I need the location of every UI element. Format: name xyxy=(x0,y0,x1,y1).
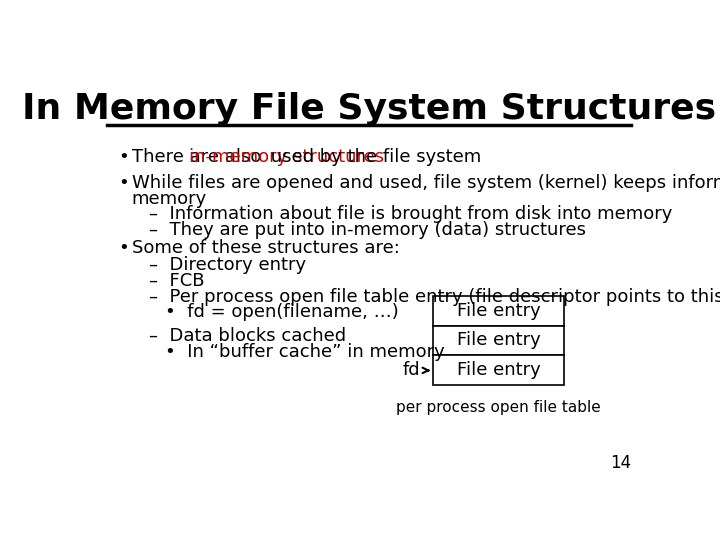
Text: –  Per process open file table entry (file descriptor points to this): – Per process open file table entry (fil… xyxy=(148,288,720,306)
Text: •  In “buffer cache” in memory: • In “buffer cache” in memory xyxy=(166,342,445,361)
Text: •: • xyxy=(118,174,129,192)
Text: •  fd = open(filename, …): • fd = open(filename, …) xyxy=(166,303,399,321)
Text: In Memory File System Structures: In Memory File System Structures xyxy=(22,92,716,126)
Text: used by the file system: used by the file system xyxy=(265,148,481,166)
Text: –  They are put into in-memory (data) structures: – They are put into in-memory (data) str… xyxy=(148,221,585,239)
Text: File entry: File entry xyxy=(457,361,541,380)
Text: •: • xyxy=(118,148,129,166)
Bar xyxy=(433,355,564,386)
Text: –  Information about file is brought from disk into memory: – Information about file is brought from… xyxy=(148,205,672,224)
Bar xyxy=(433,326,564,355)
Bar xyxy=(433,295,564,326)
Text: File entry: File entry xyxy=(457,332,541,349)
Text: File entry: File entry xyxy=(457,301,541,320)
Text: fd: fd xyxy=(402,361,420,380)
Text: 14: 14 xyxy=(610,454,631,472)
Text: While files are opened and used, file system (kernel) keeps information in: While files are opened and used, file sy… xyxy=(132,174,720,192)
Text: –  Data blocks cached: – Data blocks cached xyxy=(148,327,346,345)
Text: –  Directory entry: – Directory entry xyxy=(148,256,306,274)
Text: There are also: There are also xyxy=(132,148,267,166)
Text: memory: memory xyxy=(132,190,207,207)
Text: in-memory structures: in-memory structures xyxy=(189,148,384,166)
Text: per process open file table: per process open file table xyxy=(396,400,601,415)
Text: Some of these structures are:: Some of these structures are: xyxy=(132,239,400,258)
Text: –  FCB: – FCB xyxy=(148,272,204,290)
Text: •: • xyxy=(118,239,129,258)
